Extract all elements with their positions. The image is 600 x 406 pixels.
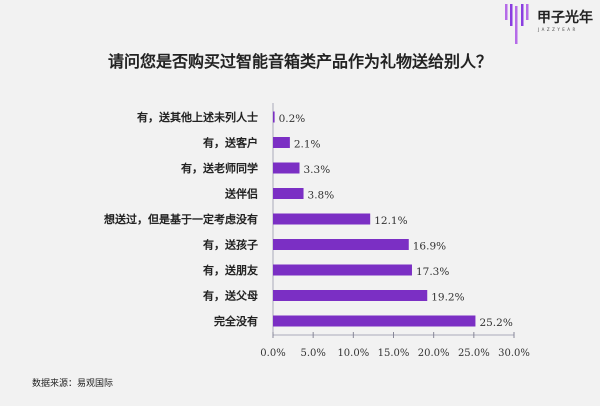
chart-title: 请问您是否购买过智能音箱类产品作为礼物送给别人？: [108, 52, 492, 71]
logo-bar: [521, 4, 524, 26]
x-tick-label: 0.0%: [260, 348, 285, 359]
bar: [273, 239, 409, 250]
bar: [273, 315, 476, 327]
bar: [273, 264, 412, 276]
data-label: 0.2%: [279, 113, 306, 125]
logo-subtext: JAZZYEAR: [537, 27, 578, 32]
category-label: 送伴侣: [224, 187, 258, 201]
bar: [273, 162, 300, 174]
source-note: 数据来源：易观国际: [32, 377, 113, 389]
bar: [273, 188, 304, 199]
bar: [273, 111, 275, 123]
data-label: 25.2%: [479, 317, 512, 329]
category-label: 有，送老师同学: [181, 161, 258, 175]
x-tick-label: 25.0%: [458, 348, 490, 359]
category-label: 有，送客户: [203, 136, 258, 150]
data-label: 3.3%: [304, 164, 331, 176]
data-label: 3.8%: [308, 190, 335, 202]
logo: 甲子光年 JAZZYEAR: [505, 4, 593, 44]
x-tick-label: 30.0%: [498, 348, 530, 359]
x-tick-label: 10.0%: [337, 348, 369, 359]
category-label: 有，送朋友: [203, 263, 258, 277]
data-label: 17.3%: [416, 266, 449, 278]
data-label: 16.9%: [413, 241, 446, 253]
logo-bar: [515, 6, 518, 44]
category-label: 有，送孩子: [203, 238, 258, 252]
bar: [273, 137, 290, 148]
bar: [273, 290, 428, 301]
x-tick-label: 15.0%: [378, 348, 410, 359]
category-label: 有，送父母: [203, 289, 258, 303]
data-label: 2.1%: [294, 139, 321, 151]
logo-bar: [505, 4, 508, 20]
data-label: 12.1%: [374, 215, 407, 227]
category-label: 想送过，但是基于一定考虑没有: [103, 212, 258, 226]
bar: [273, 213, 371, 225]
data-label: 19.2%: [431, 292, 464, 304]
logo-text: 甲子光年: [537, 9, 593, 26]
logo-bar: [510, 4, 513, 26]
x-tick-label: 5.0%: [300, 348, 325, 359]
x-tick-label: 20.0%: [418, 348, 450, 359]
category-label: 完全没有: [214, 314, 258, 328]
logo-bar: [526, 4, 529, 20]
category-label: 有，送其他上述未列人士: [137, 110, 258, 124]
